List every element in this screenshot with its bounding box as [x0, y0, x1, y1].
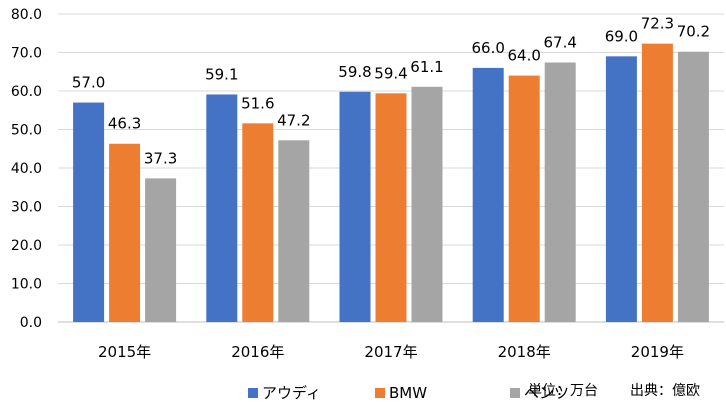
bar-アウディ-2019年	[605, 56, 637, 322]
y-tick-label: 30.0	[11, 200, 42, 216]
data-label: 59.8	[338, 63, 371, 81]
source-note: 出典：億欧	[630, 383, 700, 399]
bar-BMW-2019年	[641, 43, 673, 323]
bar-BMW-2018年	[508, 75, 540, 322]
data-label: 59.1	[205, 65, 238, 83]
legend-label: BMW	[389, 384, 427, 402]
data-label: 37.3	[144, 149, 177, 167]
legend-label: ベンツ	[524, 384, 569, 402]
x-category-label: 2017年	[364, 343, 417, 361]
y-tick-label: 40.0	[11, 161, 42, 177]
bar-アウディ-2015年	[73, 102, 105, 322]
bar-アウディ-2016年	[206, 94, 238, 322]
y-axis-tick-labels: 0.0 10.0 20.0 30.0 40.0 50.0 60.0 70.0 80.0	[11, 7, 42, 331]
data-label: 46.3	[108, 115, 141, 133]
y-tick-label: 0.0	[20, 315, 42, 331]
data-label: 69.0	[605, 27, 638, 45]
legend-swatch	[510, 388, 520, 398]
bars	[73, 43, 709, 323]
data-label: 67.4	[543, 34, 576, 52]
bar-アウディ-2017年	[339, 91, 371, 323]
x-category-label: 2018年	[498, 343, 551, 361]
x-category-label: 2016年	[231, 343, 284, 361]
bar-ベンツ-2018年	[544, 62, 576, 322]
x-category-label: 2019年	[631, 343, 684, 361]
data-label: 47.2	[277, 111, 310, 129]
legend-swatch	[248, 388, 258, 398]
bar-ベンツ-2015年	[145, 178, 177, 322]
bar-ベンツ-2017年	[411, 86, 443, 322]
y-tick-label: 10.0	[11, 277, 42, 293]
y-tick-label: 20.0	[11, 238, 42, 254]
data-label: 66.0	[471, 39, 504, 57]
legend-label: アウディ	[262, 384, 321, 402]
bar-BMW-2016年	[242, 123, 274, 322]
data-label: 61.1	[410, 58, 443, 76]
y-tick-label: 50.0	[11, 123, 42, 139]
y-tick-label: 70.0	[11, 46, 42, 62]
data-label: 72.3	[641, 15, 674, 33]
y-tick-label: 60.0	[11, 84, 42, 100]
bar-アウディ-2018年	[472, 67, 504, 323]
data-label: 51.6	[241, 94, 274, 112]
data-label: 59.4	[374, 64, 407, 82]
x-category-label: 2015年	[98, 343, 151, 361]
bar-ベンツ-2019年	[677, 51, 709, 322]
data-label: 57.0	[72, 74, 105, 92]
unit-note: 単位：万台	[528, 383, 598, 399]
data-label: 64.0	[507, 47, 540, 65]
bar-ベンツ-2016年	[278, 140, 310, 322]
bar-BMW-2015年	[109, 143, 141, 322]
data-labels: 57.0 46.337.3 59.151.647.2 59.8 59.4 61.1 66.0…	[72, 15, 710, 168]
legend: アウディ BMW ベンツ	[248, 384, 569, 402]
legend-swatch	[375, 388, 385, 398]
bar-BMW-2017年	[375, 93, 407, 322]
data-label: 70.2	[677, 23, 710, 41]
x-axis-category-labels: 2015年 2016年 2017年 2018年 2019年	[98, 343, 684, 361]
y-tick-label: 80.0	[11, 7, 42, 23]
